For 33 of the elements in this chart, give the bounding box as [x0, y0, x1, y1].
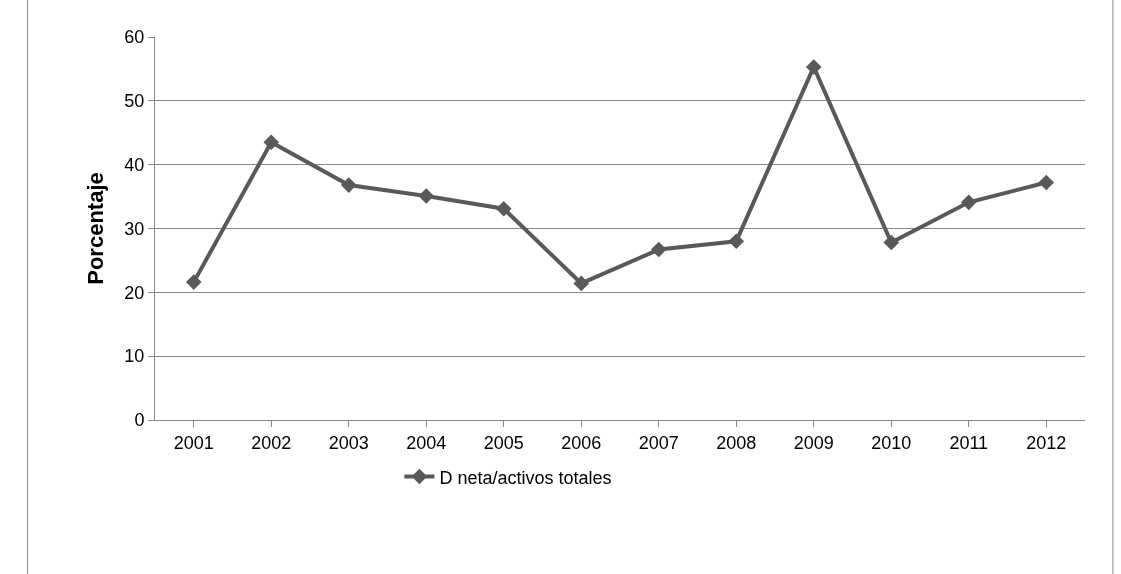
- point: [805, 59, 822, 75]
- point: [495, 200, 512, 217]
- x-tick-label: 2001: [173, 432, 214, 453]
- point: [1038, 174, 1055, 191]
- x-tick-label: 2011: [949, 432, 989, 453]
- x-tick-label: 2008: [716, 432, 757, 453]
- x-tick-label: 2003: [328, 432, 369, 453]
- y-tick-label: 10: [124, 346, 145, 367]
- point: [185, 274, 202, 290]
- x-tick-label: 2007: [638, 432, 679, 453]
- x-tick-label: 2010: [871, 432, 912, 453]
- x-tick-label: 2009: [793, 432, 834, 453]
- point: [573, 275, 590, 292]
- x-tick-label: 2005: [483, 432, 524, 453]
- point: [728, 233, 745, 250]
- x-tick-label: 2004: [406, 432, 447, 453]
- y-axis-title: Porcentaje: [83, 172, 109, 285]
- point: [650, 241, 667, 258]
- y-tick-label: 60: [124, 27, 145, 48]
- legend-label: D neta/activos totales: [439, 467, 612, 488]
- y-tick-label: 30: [124, 218, 145, 239]
- x-tick-label: 2002: [251, 432, 292, 453]
- point: [263, 134, 280, 151]
- y-tick-label: 40: [124, 154, 145, 175]
- y-tick-label: 50: [124, 91, 145, 112]
- point: [340, 177, 357, 193]
- point: [883, 234, 900, 251]
- y-tick-label: 0: [134, 410, 145, 431]
- y-tick-label: 20: [124, 282, 145, 303]
- point: [960, 194, 977, 211]
- point: [418, 188, 435, 204]
- x-tick-label: 2006: [561, 432, 602, 453]
- x-tick-label: 2012: [1026, 432, 1067, 453]
